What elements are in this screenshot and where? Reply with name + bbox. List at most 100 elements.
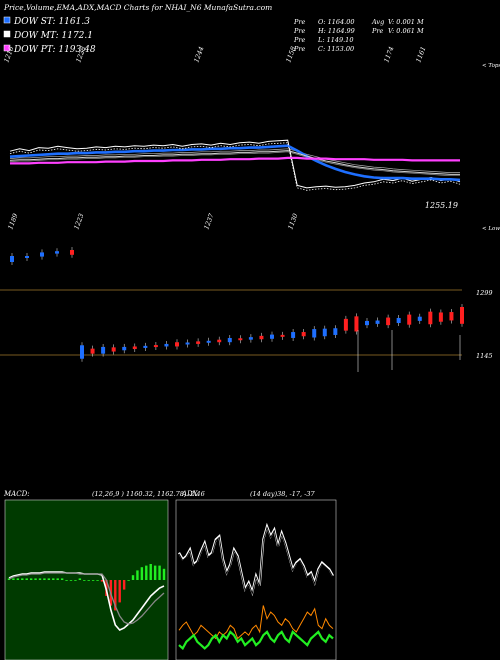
volume-candle-body: [248, 337, 253, 340]
candle-body: [55, 251, 59, 254]
volume-candle-body: [111, 347, 116, 352]
macd-histogram-bar: [47, 578, 51, 580]
macd-histogram-bar: [12, 578, 15, 580]
legend-swatch-st: [3, 16, 11, 24]
macd-histogram-bar: [136, 570, 139, 580]
volume-candle-body: [460, 307, 464, 324]
ema-extra-line: [9, 148, 460, 173]
avg-volume-pre: Avg: [371, 18, 384, 26]
volume-candle-body: [301, 332, 306, 337]
adx-panel: ADX (14 day)38, -17, -37: [175, 490, 337, 660]
macd-histogram-bar: [100, 580, 104, 582]
legend-dow-st: DOW ST: 1161.3: [13, 17, 90, 27]
macd-histogram-bar: [16, 578, 20, 580]
legend-dow-mt: DOW MT: 1172.1: [13, 31, 93, 41]
ohlc-high-pre: Pre: [293, 27, 305, 35]
volume-candle-body: [291, 332, 296, 338]
macd-histogram-bar: [38, 578, 42, 580]
macd-histogram-bar: [52, 578, 55, 580]
macd-histogram-bar: [60, 578, 64, 580]
legend-swatch-mt: [3, 30, 11, 38]
macd-title: MACD:: [3, 490, 30, 498]
volume-candle-body: [196, 341, 201, 344]
price-dotted-line: [9, 142, 461, 191]
volume-candle-body: [312, 329, 317, 338]
macd-histogram-bar: [74, 580, 77, 581]
macd-histogram-bar: [131, 575, 135, 580]
volume-candle-body: [90, 348, 95, 354]
ema-mid-line: [9, 150, 460, 175]
macd-panel: MACD: (12,26,9 ) 1160.32, 1162.78, -2.46: [3, 490, 205, 660]
legend: DOW ST: 1161.3 DOW MT: 1172.1 DOW PT: 11…: [3, 16, 96, 55]
macd-histogram-bar: [29, 578, 33, 580]
volume-candle-body: [322, 328, 327, 337]
macd-histogram-bar: [65, 580, 68, 581]
macd-histogram-bar: [7, 578, 11, 580]
macd-histogram-bar: [140, 567, 144, 580]
avg-volume: V: 0.001 M: [388, 18, 424, 26]
volume-candle-body: [333, 328, 338, 335]
volume-candle-body: [185, 342, 190, 345]
macd-histogram-bar: [153, 565, 157, 580]
adx-title: ADX: [181, 490, 199, 498]
macd-histogram-bar: [118, 580, 121, 603]
tops-label: < Tops: [482, 63, 500, 69]
volume-candle-body: [80, 345, 84, 359]
bottom-label: 1189: [6, 212, 19, 230]
macd-histogram-bar: [96, 580, 99, 581]
ema-extra-line-2: [9, 151, 460, 177]
volume-candle-body: [343, 318, 348, 331]
ohlc-readout: Pre O: 1164.00 Pre H: 1164.99 Pre L: 114…: [293, 18, 424, 53]
bottom-label: 1223: [72, 212, 85, 230]
volume-panel: 1299 1145: [0, 289, 493, 372]
macd-histogram-bar: [83, 580, 86, 581]
volume-candle-body: [270, 334, 274, 339]
top-label: 1174: [382, 45, 395, 63]
volume-candle-body: [164, 343, 169, 347]
top-label: 1161: [414, 45, 427, 63]
prev-volume: V: 0.061 M: [388, 27, 424, 35]
ema-long-line: [10, 156, 460, 165]
candle-body: [25, 256, 29, 258]
volume-candle-body: [206, 340, 211, 343]
top-label: 1158: [284, 45, 297, 63]
volume-candle-body: [280, 334, 285, 337]
last-price-label: 1255.19: [425, 201, 458, 210]
volume-candle-body: [428, 311, 433, 325]
volume-candle-body: [259, 335, 264, 340]
ref-level-top: 1299: [476, 289, 493, 297]
volume-candle-body: [217, 339, 222, 343]
ohlc-high: H: 1164.99: [317, 27, 355, 35]
ohlc-open: O: 1164.00: [318, 18, 354, 26]
lows-label: < Lows: [482, 226, 500, 232]
macd-histogram-bar: [25, 578, 28, 580]
macd-histogram-bar: [21, 578, 24, 580]
adx-line-inner: [178, 526, 334, 596]
volume-candle-body: [354, 316, 359, 332]
volume-candle-body: [417, 316, 422, 321]
ohlc-open-pre: Pre: [293, 18, 305, 26]
macd-histogram-bar: [91, 580, 95, 581]
macd-background: [4, 499, 169, 660]
macd-histogram-bar: [122, 580, 126, 590]
candle-body: [40, 252, 44, 257]
volume-candle-body: [407, 314, 412, 325]
volume-candle-body: [438, 312, 443, 322]
macd-histogram-bar: [87, 580, 90, 581]
macd-histogram-bar: [43, 578, 46, 580]
adx-params: (14 day)38, -17, -37: [250, 490, 315, 498]
bottom-label: 1130: [286, 212, 299, 230]
ohlc-close: C: 1153.00: [318, 45, 354, 53]
volume-candle-body: [449, 312, 454, 321]
chart-title: Price,Volume,EMA,ADX,MACD Charts for NHA…: [3, 3, 272, 12]
di-plus-line: [178, 629, 334, 651]
top-label: 1244: [192, 45, 205, 63]
bottom-label: 1237: [202, 212, 215, 231]
volume-candle-body: [153, 345, 158, 348]
di-minus-line: [178, 605, 334, 640]
macd-histogram-bar: [69, 580, 73, 581]
price-line: [9, 139, 461, 189]
